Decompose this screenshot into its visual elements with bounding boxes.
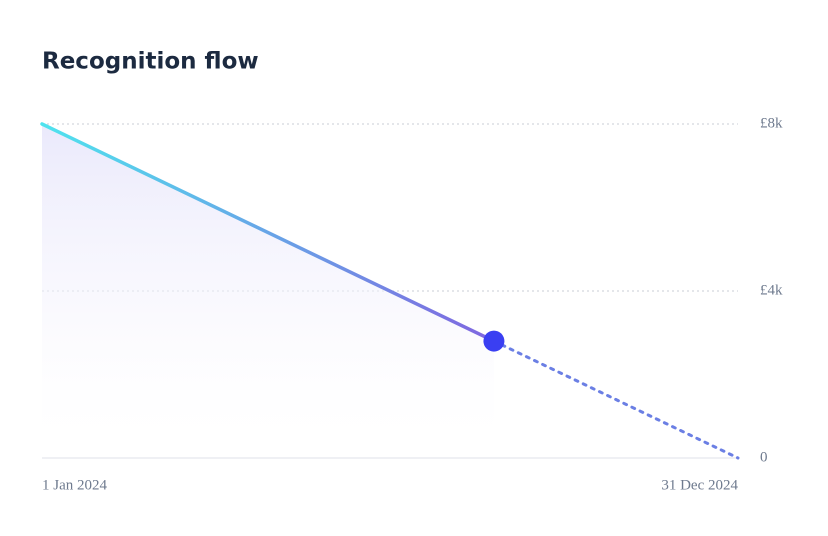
current-point (483, 330, 505, 352)
y-tick-label: 0 (760, 449, 768, 465)
y-tick-label: £8k (760, 115, 783, 131)
y-tick-label: £4k (760, 282, 783, 298)
line (492, 339, 740, 460)
line (40, 122, 496, 343)
x-tick-label: 31 Dec 2024 (661, 477, 738, 493)
chart-title: Recognition flow (42, 49, 259, 75)
x-tick-label: 1 Jan 2024 (42, 477, 107, 493)
area (42, 124, 494, 458)
